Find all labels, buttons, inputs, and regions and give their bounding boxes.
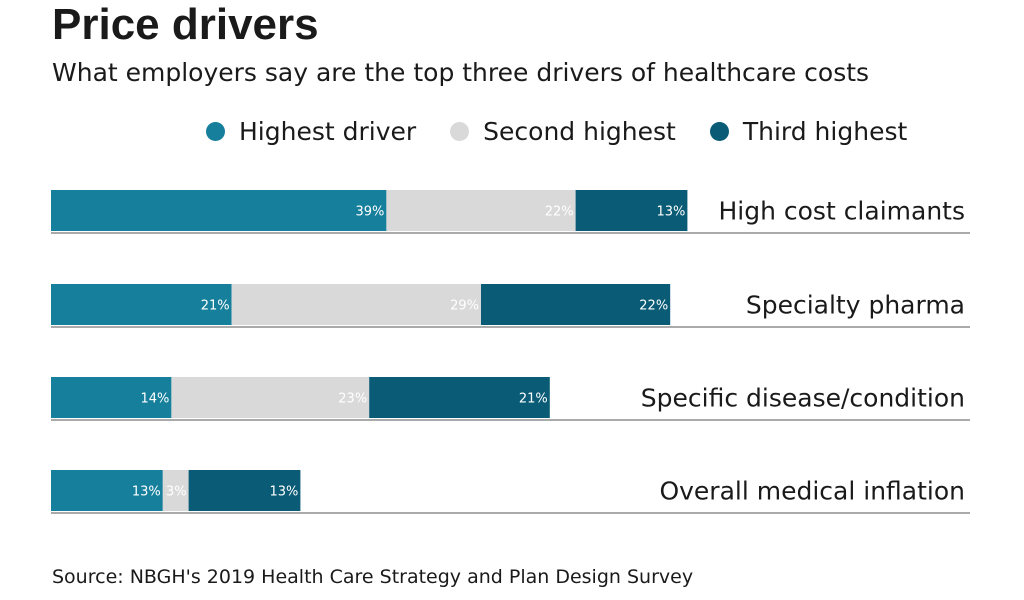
chart-title: Price drivers — [52, 0, 319, 49]
data-label: 14% — [140, 392, 169, 407]
legend-item-highest: Highest driver — [206, 117, 416, 146]
bar-segment — [51, 284, 232, 325]
bar-segment — [171, 377, 370, 418]
data-label: 39% — [355, 205, 384, 220]
bar-segment — [51, 470, 163, 511]
legend-swatch-third — [709, 121, 729, 141]
bar-segment — [386, 190, 576, 231]
chart-subtitle: What employers say are the top three dri… — [52, 58, 870, 87]
bar-segment — [481, 284, 671, 325]
data-label: 23% — [338, 392, 367, 407]
category-label: High cost claimants — [718, 197, 965, 226]
bar-segment — [188, 470, 301, 511]
bar-segment — [575, 190, 688, 231]
legend-swatch-second — [450, 121, 470, 141]
data-label: 21% — [201, 299, 230, 314]
legend-label-highest: Highest driver — [239, 116, 417, 146]
legend-swatch-highest — [206, 121, 225, 141]
legend-label-third: Third highest — [742, 116, 908, 146]
category-label: Specialty pharma — [746, 291, 965, 320]
data-label: 13% — [269, 485, 298, 500]
data-label: 29% — [450, 299, 479, 314]
data-label: 3% — [166, 485, 187, 500]
legend-label-second: Second highest — [483, 116, 676, 146]
source-note: Source: NBGH's 2019 Health Care Strategy… — [52, 566, 694, 588]
bar-segment — [51, 377, 172, 418]
bar-segment — [51, 190, 387, 231]
bar-segment — [369, 377, 550, 418]
data-label: 21% — [519, 392, 548, 407]
bar-segment — [162, 470, 189, 511]
bar-segment — [231, 284, 481, 325]
category-label: Specific disease/condition — [641, 384, 965, 413]
chart-legend: Highest driver Second highest Third high… — [206, 114, 907, 148]
data-label: 13% — [132, 485, 161, 500]
legend-item-second: Second highest — [450, 117, 676, 146]
data-label: 22% — [639, 299, 668, 314]
legend-item-third: Third highest — [709, 116, 908, 146]
data-label: 22% — [545, 205, 574, 220]
data-label: 13% — [656, 205, 685, 220]
category-label: Overall medical inflation — [659, 477, 965, 506]
